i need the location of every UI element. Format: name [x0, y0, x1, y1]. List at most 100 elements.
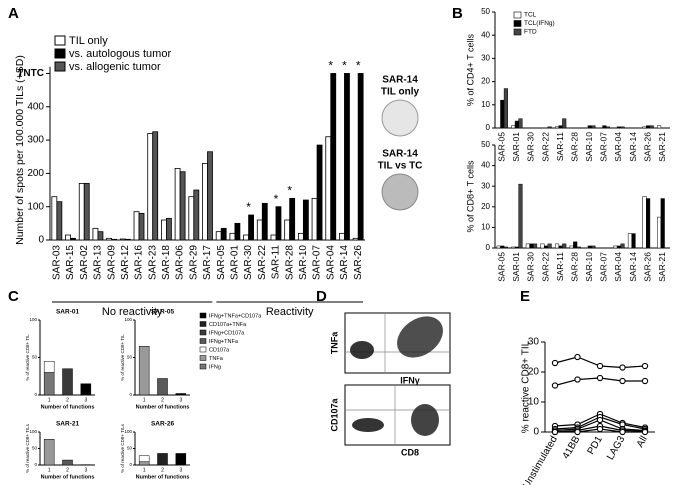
x-tick-label: SAR-04	[613, 252, 623, 282]
x-tick-label: SAR-05	[216, 245, 227, 280]
bar	[65, 234, 71, 241]
y-axis-label: CD107a	[329, 398, 339, 432]
y-tick-label: 0	[486, 123, 491, 132]
x-tick-label: SAR-22	[540, 132, 550, 162]
bar	[646, 198, 651, 249]
well-images	[381, 99, 419, 211]
x-tick-label: SAR-06	[175, 245, 186, 280]
bar	[620, 126, 625, 129]
bar	[540, 243, 545, 249]
y-tick-label: 100	[27, 201, 44, 212]
x-tick-label: 2	[66, 467, 69, 473]
x-tick-label: SAR-21	[657, 252, 667, 282]
chart-title: SAR-21	[56, 421, 80, 428]
legend-label: TCL	[524, 12, 537, 19]
significance-mark: *	[328, 59, 333, 73]
bar	[627, 233, 632, 249]
data-point	[596, 416, 604, 424]
bar	[188, 196, 195, 241]
x-tick-label: SAR-28	[569, 132, 579, 162]
group-label: Reactivity	[266, 306, 314, 318]
bar	[275, 206, 282, 241]
y-tick-label: 400	[27, 101, 44, 112]
legend-swatch	[199, 346, 207, 353]
legend-label: IFNg+TNFa+CD107a	[209, 313, 262, 319]
x-tick-label: SAR-14	[339, 245, 350, 280]
bar	[558, 125, 563, 129]
x-axis-label: IFNγ	[400, 375, 420, 385]
bar-segment	[62, 459, 73, 466]
bar	[316, 144, 323, 241]
bar	[496, 245, 501, 249]
x-tick-label: SAR-28	[569, 252, 579, 282]
y-tick-label: 30	[481, 54, 490, 63]
legend-label: vs. allogenic tumor	[69, 61, 161, 73]
x-tick-label: SAR-30	[526, 252, 536, 282]
bar	[533, 243, 538, 249]
bar-segment	[175, 393, 187, 396]
bar	[646, 125, 651, 129]
data-point	[641, 428, 649, 436]
flow-cluster	[350, 341, 374, 359]
chart-title: SAR-01	[56, 309, 80, 316]
y-tick-label: 200	[27, 168, 44, 179]
bar	[289, 197, 296, 241]
x-tick-label: 3	[84, 397, 87, 403]
bar	[161, 219, 167, 241]
x-tick-label: 1	[48, 467, 51, 473]
y-tick-label: 50	[481, 7, 490, 16]
y-tick-label: 20	[481, 77, 490, 86]
legend-label: vs. autologous tumor	[69, 48, 171, 60]
y-axis-label: % of reactive CD8+ TIL	[25, 334, 30, 381]
bar-segment	[43, 439, 55, 466]
y-axis-label: Number of spots per 100.000 TILs (+SD)	[14, 55, 26, 245]
y-axis-label: % reactive CD8+ TIL	[521, 340, 532, 433]
bar	[529, 243, 534, 249]
x-tick-label: SAR-14	[628, 252, 638, 282]
bar	[297, 232, 304, 241]
significance-mark: *	[356, 59, 361, 73]
panel-letter: E	[520, 288, 530, 305]
bar	[97, 231, 104, 241]
bar	[514, 120, 519, 129]
x-tick-label: SAR-26	[642, 252, 652, 282]
x-tick-label: SAR-30	[526, 132, 536, 162]
bar	[576, 246, 581, 249]
x-tick-label: SAR-05	[497, 252, 507, 282]
x-tick-label: SAR-22	[540, 252, 550, 282]
x-axis-label: Number of functions	[136, 404, 190, 410]
x-tick-label: SAR-26	[642, 132, 652, 162]
bar	[518, 183, 523, 249]
x-tick-label: 1	[48, 397, 51, 403]
y-tick-label: 100	[29, 429, 37, 434]
bar	[543, 245, 549, 249]
bar-segment	[157, 453, 168, 466]
bar-segment	[80, 383, 92, 396]
bar	[179, 171, 186, 241]
bar	[202, 162, 208, 241]
bar	[70, 237, 76, 241]
y-tick-label: 0	[34, 462, 37, 467]
image-caption: TIL only	[381, 87, 420, 98]
x-tick-label: SAR-17	[202, 245, 213, 280]
bar	[613, 245, 618, 249]
legend-label: IFNg+CD107a	[209, 330, 245, 336]
legend-label: CD107a	[209, 347, 230, 353]
x-tick-label: SAR-07	[599, 132, 609, 162]
x-tick-label: SAR-07	[599, 252, 609, 282]
bar	[261, 202, 268, 241]
bar	[525, 243, 530, 249]
x-tick-label: SAR-15	[65, 245, 76, 280]
significance-mark: *	[274, 192, 279, 206]
bar	[562, 118, 567, 129]
bar	[339, 232, 345, 241]
x-tick-label: SAR-14	[628, 132, 638, 162]
y-axis-label: % of CD8+ T cells	[465, 160, 475, 232]
legend-swatch	[199, 312, 207, 319]
bar-segment	[138, 346, 150, 396]
well-image	[381, 99, 419, 137]
y-tick-label: 20	[528, 367, 540, 378]
bar	[591, 125, 596, 129]
y-tick-label: 0	[38, 235, 44, 246]
x-tick-label: 3	[179, 397, 182, 403]
